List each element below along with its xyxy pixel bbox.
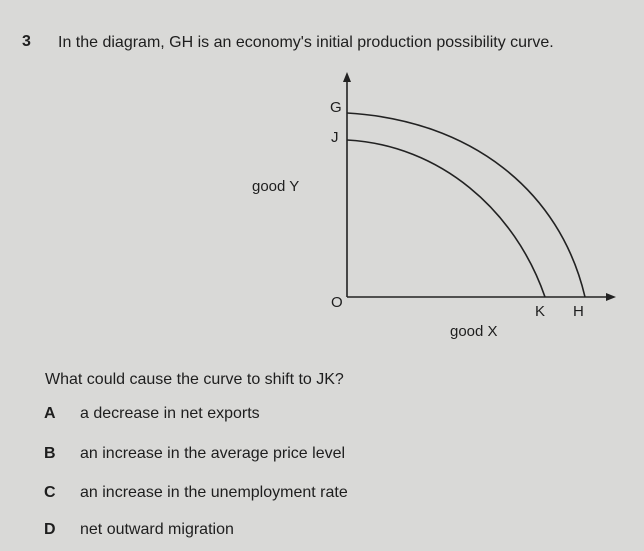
label-j: J <box>331 129 339 146</box>
label-h: H <box>573 303 584 320</box>
label-k: K <box>535 303 545 320</box>
question-text: In the diagram, GH is an economy's initi… <box>58 34 554 51</box>
option-letter: A <box>44 405 56 422</box>
option-text: net outward migration <box>80 521 234 538</box>
option-letter: C <box>44 484 56 501</box>
y-arrow <box>343 72 351 82</box>
origin-label: O <box>331 294 343 311</box>
label-g: G <box>330 99 342 116</box>
curve-jk <box>346 139 546 298</box>
x-arrow <box>606 293 616 301</box>
option-text: an increase in the unemployment rate <box>80 484 348 501</box>
diagram <box>343 72 616 301</box>
option-text: an increase in the average price level <box>80 445 345 462</box>
question-number: 3 <box>22 33 31 50</box>
question-prompt: What could cause the curve to shift to J… <box>45 371 344 388</box>
option-letter: B <box>44 445 56 462</box>
y-axis-label: good Y <box>252 178 299 195</box>
x-axis-label: good X <box>450 323 498 340</box>
curve-gh <box>346 112 586 298</box>
option-text: a decrease in net exports <box>80 405 260 422</box>
option-letter: D <box>44 521 56 538</box>
